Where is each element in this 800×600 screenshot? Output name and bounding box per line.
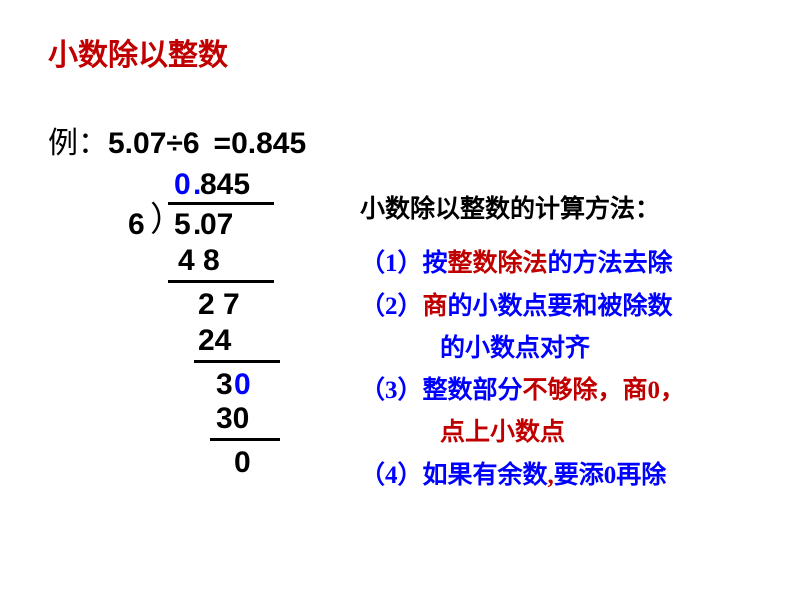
rule-1-c: 的方法去除 [548, 250, 673, 277]
step-30: 30 [216, 404, 249, 434]
dividend-frac: 07 [200, 210, 233, 240]
dividend-int: 5 [174, 210, 191, 240]
page-title: 小数除以整数 [48, 30, 228, 74]
rule-4-c: 要添0再除 [554, 462, 667, 489]
divisor: 6 [128, 210, 145, 240]
rule-3-line2: 点上小数点 [360, 415, 780, 451]
rule-4-a: （4）如果有余数 [360, 462, 548, 489]
rule-line-3 [210, 438, 280, 441]
example-line: 例：5.07÷6 =0.845 [48, 118, 306, 162]
rule-1-a: （1）按 [360, 250, 448, 277]
quotient-leading-zero: 0 [174, 170, 191, 200]
rule-4: （4）如果有余数,要添0再除 [360, 458, 780, 494]
rule-2-a: （2） [360, 293, 423, 320]
rule-2: （2）商的小数点要和被除数 [360, 289, 780, 325]
rule-line-1 [168, 280, 274, 283]
step-27: 2 7 [198, 290, 240, 320]
example-result: =0.845 [214, 127, 307, 160]
step-3: 3 [216, 370, 233, 400]
rule-2-c: 的小数点要和被除数 [448, 293, 673, 320]
rules-heading: 小数除以整数的计算方法： [360, 192, 780, 228]
example-expression: 5.07÷6 [108, 127, 200, 160]
quotient-digits: 845 [200, 170, 250, 200]
rule-line-2 [194, 360, 280, 363]
rule-3-a: （3）整数部分 [360, 377, 523, 404]
rule-3-c: 点上小数点 [440, 419, 565, 446]
rule-1-b: 整数除法 [448, 250, 548, 277]
step-remainder-zero: 0 [234, 448, 251, 478]
step-appended-zero-1: 0 [234, 370, 251, 400]
rule-3-b: 不够除，商0， [523, 377, 686, 404]
rules-block: 小数除以整数的计算方法： （1）按整数除法的方法去除 （2）商的小数点要和被除数… [360, 192, 780, 500]
rule-2-line2: 的小数点对齐 [360, 331, 780, 367]
rule-2-b: 商 [423, 293, 448, 320]
rule-2-d: 的小数点对齐 [440, 335, 590, 362]
step-48: 4 8 [178, 246, 220, 276]
rule-3: （3）整数部分不够除，商0， [360, 373, 780, 409]
step-24: 24 [198, 326, 231, 356]
example-label: 例： [48, 127, 108, 160]
rule-1: （1）按整数除法的方法去除 [360, 246, 780, 282]
